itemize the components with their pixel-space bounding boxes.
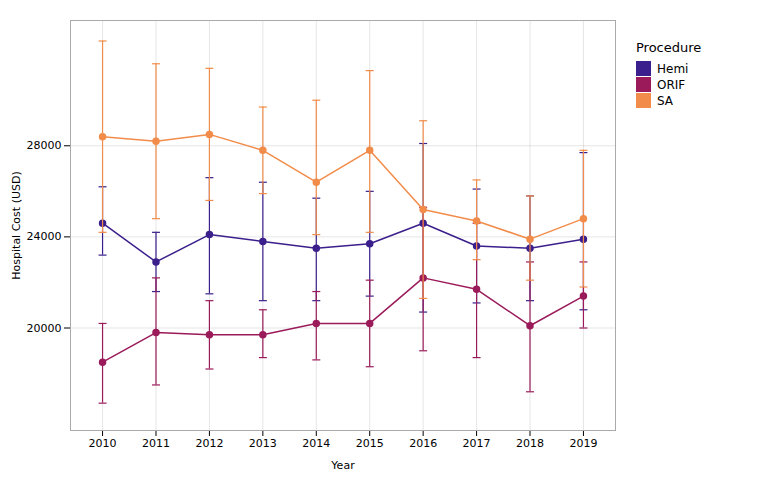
svg-text:2014: 2014 [302,437,330,450]
svg-text:28000: 28000 [27,139,62,152]
svg-text:2015: 2015 [356,437,384,450]
svg-text:2019: 2019 [569,437,597,450]
svg-text:2016: 2016 [409,437,437,450]
svg-text:2018: 2018 [516,437,544,450]
svg-text:2010: 2010 [89,437,117,450]
svg-text:20000: 20000 [27,322,62,335]
svg-text:2013: 2013 [249,437,277,450]
svg-text:2012: 2012 [195,437,223,450]
svg-text:Hospital Cost (USD): Hospital Cost (USD) [10,171,23,279]
svg-text:24000: 24000 [27,230,62,243]
svg-text:2017: 2017 [463,437,491,450]
html-text:SA: SA [657,93,674,108]
html-text:Procedure: Procedure [636,40,702,55]
html-text:Hemi: Hemi [657,61,689,76]
svg-text:Year: Year [330,459,355,472]
svg-text:2011: 2011 [142,437,170,450]
html-text:ORIF: ORIF [657,77,686,92]
